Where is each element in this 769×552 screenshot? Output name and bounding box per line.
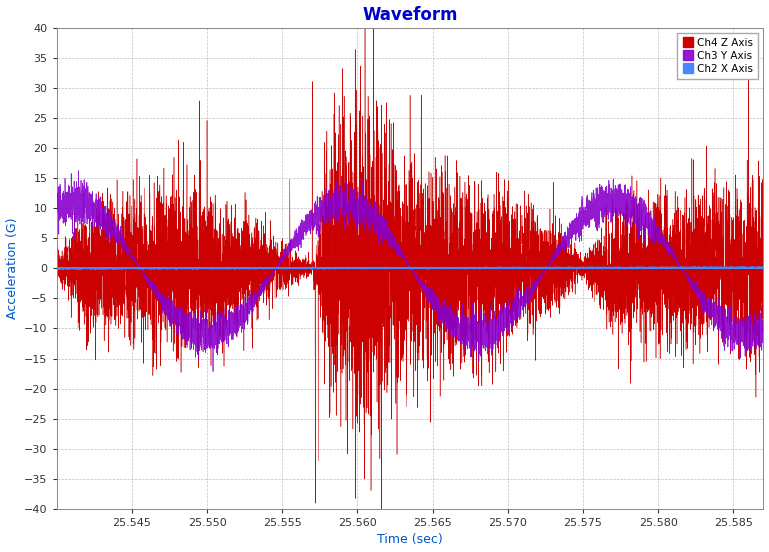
Ch2 X Axis — [471, 264, 480, 271]
Ch3 Y Axis — [501, 320, 511, 326]
Ch4 Z Axis — [501, 253, 511, 259]
Ch4 Z Axis — [88, 237, 97, 244]
Line: Ch3 Y Axis: Ch3 Y Axis — [57, 171, 764, 371]
Ch2 X Axis — [759, 264, 768, 270]
Ch4 Z Axis — [308, 260, 317, 267]
Ch3 Y Axis — [576, 223, 585, 230]
Ch3 Y Axis — [208, 368, 218, 375]
Ch4 Z Axis — [361, 15, 370, 22]
Ch3 Y Axis — [308, 220, 318, 226]
Ch2 X Axis — [52, 265, 62, 272]
Ch4 Z Axis — [52, 260, 62, 267]
Ch2 X Axis — [661, 263, 670, 270]
Ch4 Z Axis — [471, 273, 480, 280]
Ch4 Z Axis — [759, 265, 768, 272]
Ch2 X Axis — [614, 265, 623, 272]
Legend: Ch4 Z Axis, Ch3 Y Axis, Ch2 X Axis: Ch4 Z Axis, Ch3 Y Axis, Ch2 X Axis — [677, 33, 758, 79]
Ch3 Y Axis — [52, 204, 62, 210]
Ch4 Z Axis — [614, 230, 623, 236]
Ch3 Y Axis — [471, 333, 480, 339]
Ch3 Y Axis — [614, 208, 623, 215]
Ch2 X Axis — [576, 265, 585, 272]
Y-axis label: Acceleration (G): Acceleration (G) — [5, 217, 18, 319]
X-axis label: Time (sec): Time (sec) — [377, 533, 443, 546]
Ch2 X Axis — [308, 264, 318, 271]
Ch3 Y Axis — [88, 207, 97, 214]
Line: Ch2 X Axis: Ch2 X Axis — [57, 267, 764, 269]
Ch2 X Axis — [88, 265, 97, 272]
Ch2 X Axis — [75, 266, 85, 273]
Ch4 Z Axis — [576, 257, 585, 264]
Title: Waveform: Waveform — [362, 6, 458, 24]
Line: Ch4 Z Axis: Ch4 Z Axis — [57, 19, 764, 552]
Ch3 Y Axis — [759, 322, 768, 329]
Ch2 X Axis — [501, 265, 511, 272]
Ch3 Y Axis — [74, 167, 83, 174]
